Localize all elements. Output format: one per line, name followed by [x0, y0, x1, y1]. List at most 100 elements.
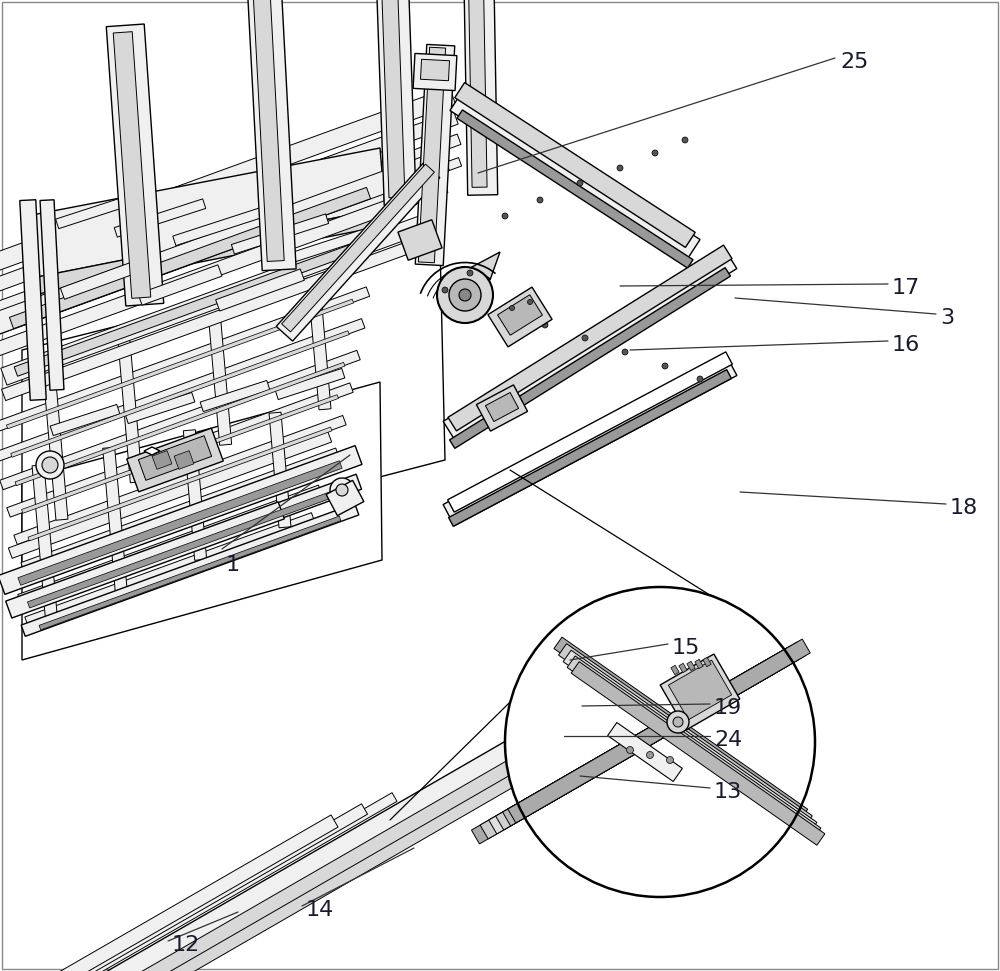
Polygon shape	[6, 502, 284, 619]
Polygon shape	[671, 665, 679, 675]
Circle shape	[449, 279, 481, 311]
Polygon shape	[0, 111, 458, 319]
Polygon shape	[608, 722, 682, 782]
Polygon shape	[14, 416, 346, 545]
Polygon shape	[22, 245, 445, 570]
Circle shape	[617, 165, 623, 171]
Polygon shape	[118, 337, 142, 483]
Polygon shape	[152, 451, 172, 469]
Circle shape	[697, 376, 703, 382]
Polygon shape	[56, 191, 144, 228]
Text: 17: 17	[892, 278, 920, 298]
Circle shape	[542, 322, 548, 328]
Circle shape	[537, 197, 543, 203]
Polygon shape	[450, 268, 730, 449]
Polygon shape	[448, 245, 732, 431]
Text: 25: 25	[840, 52, 868, 72]
Polygon shape	[21, 448, 339, 572]
Polygon shape	[462, 0, 498, 195]
Polygon shape	[467, 0, 487, 187]
Polygon shape	[563, 651, 817, 834]
Polygon shape	[450, 87, 700, 263]
Polygon shape	[250, 0, 284, 261]
Text: 19: 19	[714, 698, 742, 718]
Circle shape	[442, 287, 448, 293]
Polygon shape	[22, 382, 382, 660]
Polygon shape	[703, 657, 711, 667]
Polygon shape	[1, 211, 439, 385]
Polygon shape	[275, 368, 345, 400]
Polygon shape	[276, 163, 440, 341]
Circle shape	[652, 150, 658, 156]
Polygon shape	[7, 383, 353, 518]
Circle shape	[502, 213, 508, 219]
Polygon shape	[22, 394, 338, 514]
Polygon shape	[457, 110, 693, 268]
Text: 18: 18	[950, 498, 978, 518]
Polygon shape	[216, 269, 304, 311]
Polygon shape	[0, 157, 462, 352]
Circle shape	[467, 270, 473, 276]
Polygon shape	[415, 45, 455, 266]
Circle shape	[577, 180, 583, 186]
Circle shape	[626, 747, 634, 753]
Polygon shape	[138, 265, 222, 305]
Polygon shape	[398, 219, 442, 260]
Polygon shape	[25, 513, 315, 627]
Polygon shape	[668, 660, 732, 720]
Polygon shape	[554, 637, 808, 820]
Polygon shape	[20, 200, 46, 400]
Polygon shape	[144, 447, 160, 455]
Polygon shape	[50, 405, 120, 436]
Polygon shape	[498, 295, 542, 335]
Polygon shape	[449, 370, 731, 526]
Circle shape	[330, 478, 354, 502]
Circle shape	[662, 363, 668, 369]
Polygon shape	[18, 461, 342, 586]
Polygon shape	[21, 504, 359, 636]
Circle shape	[42, 457, 58, 473]
Polygon shape	[11, 331, 349, 457]
Polygon shape	[32, 465, 58, 625]
Polygon shape	[0, 87, 456, 303]
Polygon shape	[443, 247, 737, 444]
Polygon shape	[374, 0, 416, 206]
Polygon shape	[244, 0, 296, 271]
Polygon shape	[471, 660, 774, 844]
Polygon shape	[476, 385, 528, 431]
Polygon shape	[200, 381, 270, 412]
Polygon shape	[114, 199, 206, 237]
Circle shape	[437, 267, 493, 323]
Polygon shape	[113, 32, 151, 298]
Polygon shape	[503, 642, 805, 826]
Polygon shape	[63, 792, 397, 971]
Polygon shape	[18, 486, 322, 605]
Polygon shape	[0, 351, 360, 489]
Polygon shape	[42, 360, 68, 520]
Polygon shape	[455, 83, 695, 248]
Polygon shape	[567, 656, 821, 840]
Polygon shape	[0, 180, 448, 356]
Polygon shape	[106, 24, 164, 306]
Polygon shape	[413, 53, 457, 90]
Circle shape	[646, 752, 654, 758]
Polygon shape	[174, 451, 194, 469]
Circle shape	[582, 335, 588, 341]
Polygon shape	[6, 299, 354, 429]
Circle shape	[336, 484, 348, 496]
Polygon shape	[660, 654, 740, 730]
Polygon shape	[488, 287, 552, 347]
Circle shape	[36, 451, 64, 479]
Polygon shape	[420, 59, 450, 81]
Polygon shape	[480, 655, 783, 839]
Circle shape	[505, 587, 815, 897]
Circle shape	[622, 349, 628, 355]
Polygon shape	[8, 432, 332, 558]
Text: 24: 24	[714, 730, 742, 750]
Circle shape	[682, 137, 688, 143]
Circle shape	[510, 306, 514, 311]
Polygon shape	[0, 318, 365, 461]
Polygon shape	[15, 362, 345, 486]
Polygon shape	[489, 650, 791, 834]
Polygon shape	[282, 164, 434, 332]
